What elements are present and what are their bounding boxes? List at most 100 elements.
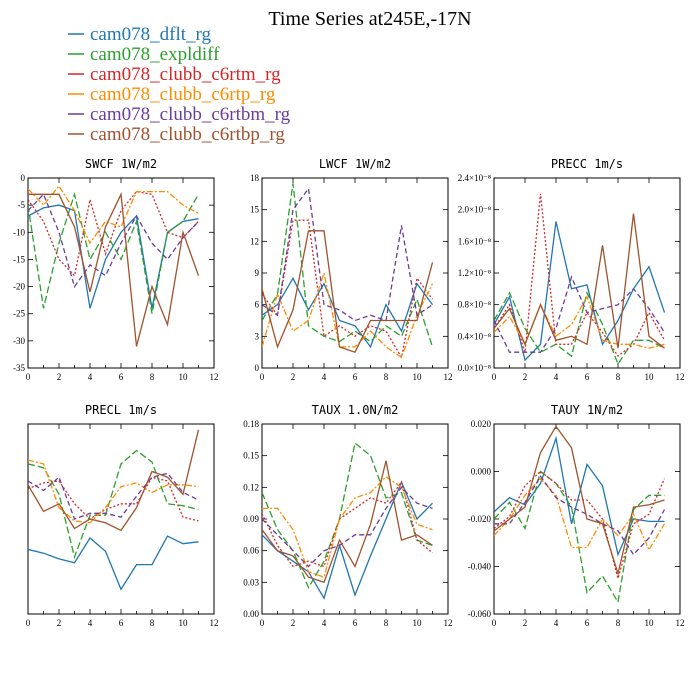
panel-title: TAUX 1.0N/m2 xyxy=(312,403,399,417)
series-line-cam078-clubb-c6rtbm-rg xyxy=(262,486,433,568)
y-tick-label: -5 xyxy=(18,200,26,210)
series-group xyxy=(28,184,200,347)
y-tick-label: 0.12 xyxy=(243,482,259,492)
x-tick-label: 4 xyxy=(88,618,93,628)
y-tick-label: -25 xyxy=(13,309,25,319)
plot-frame xyxy=(493,177,681,369)
series-line-cam078-clubb-c6rtbp-rg xyxy=(494,425,665,577)
series-line-cam078-clubb-c6rtm-rg xyxy=(28,190,199,278)
y-tick-label: 1.2×10⁻⁸ xyxy=(458,268,491,278)
legend-entry: cam078_clubb_c6rtm_rg xyxy=(68,64,281,85)
y-tick-label: 0.8×10⁻⁸ xyxy=(458,300,491,310)
y-tick-label: 15 xyxy=(250,205,260,215)
y-tick-label: -20 xyxy=(13,282,25,292)
legend-entry: cam078_clubb_c6rtbp_rg xyxy=(68,124,285,145)
series-line-cam078-dflt-rg xyxy=(262,276,434,349)
legend-label: cam078_clubb_c6rtp_rg xyxy=(90,84,276,105)
legend: cam078_dflt_rgcam078_expldiffcam078_club… xyxy=(68,24,291,145)
x-tick-label: 10 xyxy=(179,618,189,628)
y-tick-label: 3 xyxy=(255,331,260,341)
y-tick-label: -0.060 xyxy=(468,609,492,619)
legend-label: cam078_clubb_c6rtbp_rg xyxy=(90,124,285,145)
x-tick-label: 12 xyxy=(444,618,453,628)
legend-label: cam078_clubb_c6rtbm_rg xyxy=(90,104,291,125)
series-group xyxy=(494,193,666,366)
y-tick-label: 0.4×10⁻⁸ xyxy=(458,331,491,341)
series-line-cam078-expldiff xyxy=(494,470,665,604)
x-tick-label: 6 xyxy=(585,372,590,382)
plot-frame xyxy=(261,177,449,369)
legend-entry: cam078_expldiff xyxy=(68,44,220,65)
x-tick-label: 0 xyxy=(492,372,497,382)
x-tick-label: 6 xyxy=(353,618,358,628)
x-tick-label: 2 xyxy=(291,618,296,628)
series-line-cam078-expldiff xyxy=(494,290,665,366)
series-line-cam078-clubb-c6rtbp-rg xyxy=(28,191,200,347)
series-line-cam078-clubb-c6rtm-rg xyxy=(28,476,199,522)
chart-panel: LWCF 1W/m2 0 2 4 6 8 10 12 0 3 6 9 12 15 18 xyxy=(250,157,453,382)
series-line-cam078-clubb-c6rtp-rg xyxy=(28,459,199,524)
series-group xyxy=(494,425,666,604)
x-tick-label: 10 xyxy=(413,372,423,382)
y-tick-label: 0.18 xyxy=(243,419,259,429)
y-tick-label: 0.06 xyxy=(243,546,259,556)
x-tick-label: 2 xyxy=(57,618,62,628)
x-tick-label: 8 xyxy=(150,618,155,628)
x-tick-label: 10 xyxy=(645,618,655,628)
x-tick-label: 10 xyxy=(413,618,423,628)
x-tick-label: 4 xyxy=(554,618,559,628)
x-tick-label: 2 xyxy=(291,372,296,382)
chart-panel: TAUX 1.0N/m2 0 2 4 6 8 10 12 0.00 0.03 0.06 0.09 0.1… xyxy=(243,403,452,628)
x-tick-label: 10 xyxy=(645,372,655,382)
series-line-cam078-clubb-c6rtbm-rg xyxy=(262,186,433,322)
series-group xyxy=(28,429,200,591)
y-tick-label: 12 xyxy=(250,236,259,246)
legend-label: cam078_expldiff xyxy=(90,44,220,65)
panels: SWCF 1W/m2 0 2 4 6 8 10 12 -35 -30 -25 -20 -15 -10 -5 0… xyxy=(13,157,685,628)
series-group xyxy=(262,183,434,360)
legend-entry: cam078_clubb_c6rtp_rg xyxy=(68,84,276,105)
y-tick-label: -10 xyxy=(13,227,25,237)
y-tick-label: -30 xyxy=(13,336,25,346)
legend-entry: cam078_dflt_rg xyxy=(68,24,212,45)
series-line-cam078-clubb-c6rtbm-rg xyxy=(28,472,199,520)
panel-title: PRECL 1m/s xyxy=(85,403,157,417)
y-tick-label: 0.0×10⁻⁸ xyxy=(458,363,491,373)
x-tick-label: 0 xyxy=(492,618,497,628)
series-line-cam078-dflt-rg xyxy=(494,221,666,362)
x-tick-label: 8 xyxy=(616,372,621,382)
chart-panel: SWCF 1W/m2 0 2 4 6 8 10 12 -35 -30 -25 -20 -15 -10 -5 0 xyxy=(13,157,219,382)
y-tick-label: 18 xyxy=(250,173,260,183)
legend-entry: cam078_clubb_c6rtbm_rg xyxy=(68,104,291,125)
y-tick-label: 9 xyxy=(255,268,260,278)
y-tick-label: 0.09 xyxy=(243,514,259,524)
series-line-cam078-clubb-c6rtp-rg xyxy=(28,184,199,245)
x-tick-label: 10 xyxy=(179,372,189,382)
series-line-cam078-clubb-c6rtm-rg xyxy=(262,480,433,568)
series-line-cam078-clubb-c6rtbp-rg xyxy=(262,460,433,584)
y-tick-label: 2.0×10⁻⁸ xyxy=(458,205,491,215)
panel-title: TAUY 1N/m2 xyxy=(551,403,623,417)
x-tick-label: 4 xyxy=(88,372,93,382)
series-line-cam078-clubb-c6rtp-rg xyxy=(494,477,666,552)
series-line-cam078-expldiff xyxy=(262,183,434,348)
x-tick-label: 4 xyxy=(322,372,327,382)
y-tick-label: 0.03 xyxy=(243,577,259,587)
chart-panel: TAUY 1N/m2 0 2 4 6 8 10 12 -0.060 -0.040 -0.020 0.0… xyxy=(468,403,685,628)
x-tick-label: 8 xyxy=(384,372,389,382)
x-tick-label: 6 xyxy=(119,372,124,382)
x-tick-label: 8 xyxy=(150,372,155,382)
series-group xyxy=(262,441,433,600)
x-tick-label: 6 xyxy=(119,618,124,628)
series-line-cam078-dflt-rg xyxy=(28,535,199,591)
legend-label: cam078_dflt_rg xyxy=(90,24,212,45)
x-tick-label: 0 xyxy=(26,618,31,628)
series-line-cam078-clubb-c6rtm-rg xyxy=(494,193,666,358)
series-line-cam078-clubb-c6rtbm-rg xyxy=(494,475,666,556)
x-tick-label: 12 xyxy=(210,618,219,628)
x-tick-label: 8 xyxy=(384,618,389,628)
series-line-cam078-dflt-rg xyxy=(262,480,433,600)
y-tick-label: -0.020 xyxy=(468,514,492,524)
series-line-cam078-dflt-rg xyxy=(494,435,665,557)
y-tick-label: -35 xyxy=(13,363,25,373)
